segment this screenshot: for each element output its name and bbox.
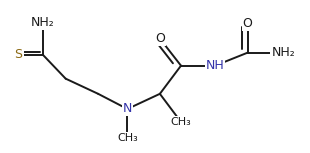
Text: NH: NH <box>206 59 224 72</box>
Text: S: S <box>15 48 23 61</box>
Text: N: N <box>123 103 132 116</box>
Text: CH₃: CH₃ <box>170 117 191 127</box>
Text: CH₃: CH₃ <box>117 133 138 143</box>
Text: NH₂: NH₂ <box>31 16 55 29</box>
Text: O: O <box>155 32 165 45</box>
Text: O: O <box>243 17 253 30</box>
Text: NH₂: NH₂ <box>272 46 295 59</box>
